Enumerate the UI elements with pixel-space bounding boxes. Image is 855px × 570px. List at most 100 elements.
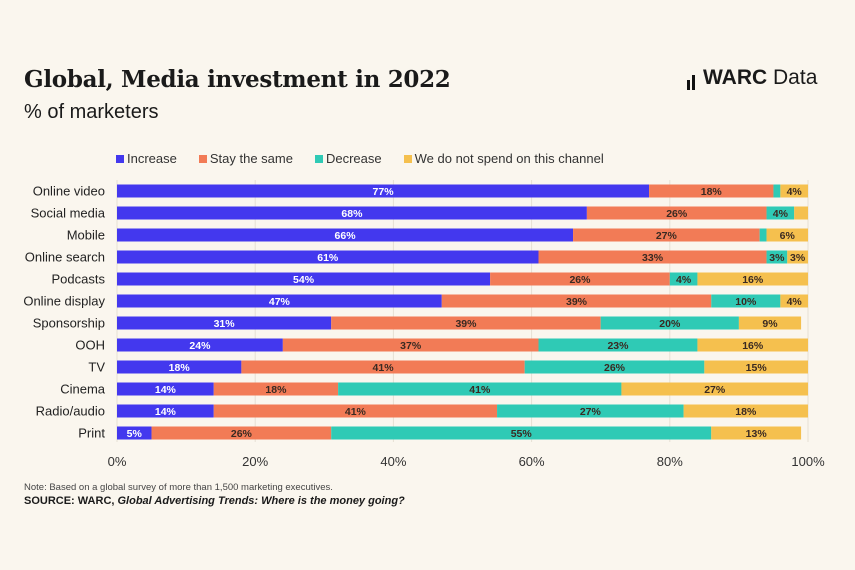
data-label: 27% xyxy=(580,406,602,418)
data-label: 26% xyxy=(666,208,688,220)
category-label: Cinema xyxy=(60,382,106,397)
data-label: 26% xyxy=(569,274,591,286)
legend-item: We do not spend on this channel xyxy=(403,151,604,166)
data-label: 26% xyxy=(604,362,626,374)
bar-segment xyxy=(441,294,712,308)
bar-segment xyxy=(773,184,781,198)
data-label: 16% xyxy=(742,274,764,286)
source-title: Global Advertising Trends: Where is the … xyxy=(117,495,405,507)
data-label: 61% xyxy=(317,252,339,264)
category-label: OOH xyxy=(75,338,105,353)
legend-swatch xyxy=(314,155,323,163)
x-tick-label: 100% xyxy=(791,454,825,469)
legend-label: Increase xyxy=(127,151,177,166)
bar-segment xyxy=(117,184,650,198)
bar-segment xyxy=(538,250,767,264)
bar-segment xyxy=(117,272,491,286)
legend-label: Decrease xyxy=(325,151,382,166)
data-label: 16% xyxy=(742,340,764,352)
bar-segment xyxy=(766,250,788,264)
bar-segment xyxy=(117,404,214,418)
data-label: 18% xyxy=(265,384,287,396)
bar-segment xyxy=(669,272,698,286)
bar-segment xyxy=(331,426,712,440)
category-label: Radio/audio xyxy=(36,404,105,419)
data-label: 41% xyxy=(373,362,395,374)
bar-segment xyxy=(683,404,808,418)
source: SOURCE: WARC, Global Advertising Trends:… xyxy=(24,495,405,507)
bar-segment xyxy=(524,360,705,374)
data-label: 27% xyxy=(656,230,678,242)
data-label: 55% xyxy=(511,428,533,440)
bar-segment xyxy=(117,228,574,242)
data-label: 4% xyxy=(773,208,789,220)
bar-segment xyxy=(738,316,802,330)
data-label: 4% xyxy=(676,274,692,286)
category-label: Online search xyxy=(25,250,105,265)
legend-item: Stay the same xyxy=(198,151,293,166)
data-label: 15% xyxy=(746,362,768,374)
data-label: 4% xyxy=(787,186,803,198)
bar-segment xyxy=(766,228,808,242)
bar-segment xyxy=(117,316,332,330)
bar-segment xyxy=(338,382,622,396)
bar-segment xyxy=(241,360,525,374)
bar-segment xyxy=(117,360,242,374)
bar-segment xyxy=(213,404,498,418)
category-label: Print xyxy=(78,426,105,441)
data-label: 5% xyxy=(127,428,143,440)
bar-segment xyxy=(573,228,760,242)
data-label: 3% xyxy=(790,252,806,264)
data-label: 33% xyxy=(642,252,664,264)
bar-segment xyxy=(331,316,601,330)
category-label: Online video xyxy=(33,184,105,199)
data-label: 4% xyxy=(787,296,803,308)
data-label: 24% xyxy=(189,340,211,352)
bar-segment xyxy=(538,338,698,352)
bar-segment xyxy=(766,206,795,220)
data-label: 14% xyxy=(155,406,177,418)
bar-segment xyxy=(117,426,152,440)
category-label: Mobile xyxy=(67,228,105,243)
data-label: 37% xyxy=(400,340,422,352)
data-label: 18% xyxy=(701,186,723,198)
logo-text: Data xyxy=(773,66,818,89)
bar-segment xyxy=(586,206,767,220)
data-label: 39% xyxy=(566,296,588,308)
x-tick-label: 40% xyxy=(380,454,406,469)
legend-label: Stay the same xyxy=(209,151,293,166)
bar-segment xyxy=(704,360,808,374)
data-label: 10% xyxy=(735,296,757,308)
source-prefix: SOURCE: WARC, xyxy=(24,495,118,507)
data-label: 54% xyxy=(293,274,315,286)
bar-segment xyxy=(151,426,332,440)
bar-segment xyxy=(787,250,808,264)
data-label: 47% xyxy=(269,296,291,308)
data-label: 13% xyxy=(746,428,768,440)
data-label: 41% xyxy=(345,406,367,418)
bar-segment xyxy=(213,382,339,396)
bar-segment xyxy=(117,206,587,220)
bar-segment xyxy=(490,272,670,286)
warc-logo: WARC Data xyxy=(687,66,817,90)
data-label: 77% xyxy=(373,186,395,198)
data-label: 6% xyxy=(780,230,796,242)
data-label: 26% xyxy=(231,428,253,440)
bar-segment xyxy=(649,184,774,198)
category-label: Social media xyxy=(31,206,106,221)
legend-swatch xyxy=(403,155,412,163)
x-tick-label: 0% xyxy=(108,454,127,469)
bar-segment xyxy=(697,338,808,352)
bar-segment xyxy=(780,294,808,308)
legend-label: We do not spend on this channel xyxy=(414,151,604,166)
data-label: 3% xyxy=(769,252,785,264)
legend-item: Increase xyxy=(116,151,177,166)
x-tick-label: 20% xyxy=(242,454,268,469)
bar-segment xyxy=(711,294,781,308)
category-label: Online display xyxy=(23,294,105,309)
chart-subtitle: % of marketers xyxy=(24,101,159,123)
bar-segment xyxy=(711,426,802,440)
bar-segment xyxy=(600,316,739,330)
footnote: Note: Based on a global survey of more t… xyxy=(24,482,333,493)
